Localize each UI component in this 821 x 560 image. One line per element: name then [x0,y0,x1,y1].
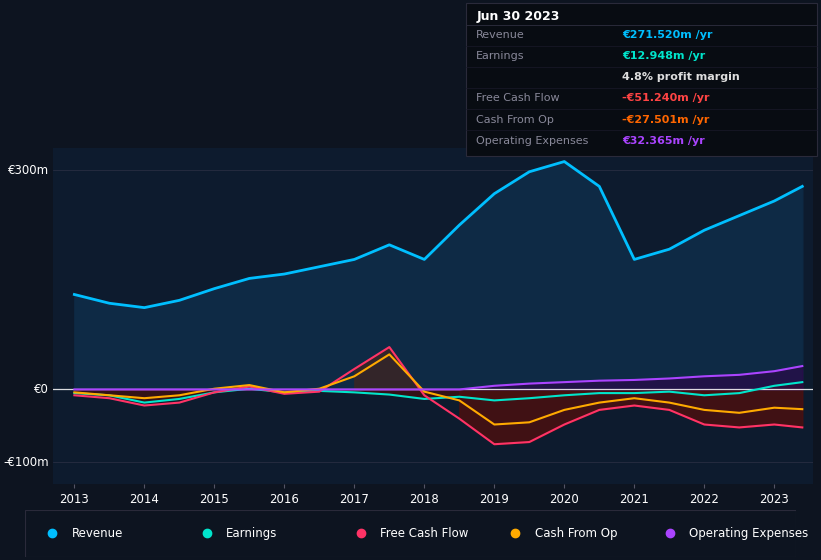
Text: €32.365m /yr: €32.365m /yr [622,136,705,146]
Text: -€100m: -€100m [3,456,49,469]
Text: Jun 30 2023: Jun 30 2023 [476,10,560,23]
Text: Revenue: Revenue [71,527,123,540]
Text: Revenue: Revenue [476,30,525,40]
Text: -€27.501m /yr: -€27.501m /yr [622,115,709,124]
Text: Free Cash Flow: Free Cash Flow [476,94,560,104]
Text: €300m: €300m [8,164,49,177]
Text: Cash From Op: Cash From Op [534,527,617,540]
Text: €271.520m /yr: €271.520m /yr [622,30,713,40]
Text: 4.8% profit margin: 4.8% profit margin [622,72,740,82]
Text: €0: €0 [34,383,49,396]
Text: Operating Expenses: Operating Expenses [689,527,809,540]
Text: Earnings: Earnings [226,527,277,540]
Text: Operating Expenses: Operating Expenses [476,136,589,146]
Text: -€51.240m /yr: -€51.240m /yr [622,94,710,104]
Text: €12.948m /yr: €12.948m /yr [622,52,705,61]
Text: Free Cash Flow: Free Cash Flow [380,527,469,540]
Text: Cash From Op: Cash From Op [476,115,554,124]
Text: Earnings: Earnings [476,52,525,61]
